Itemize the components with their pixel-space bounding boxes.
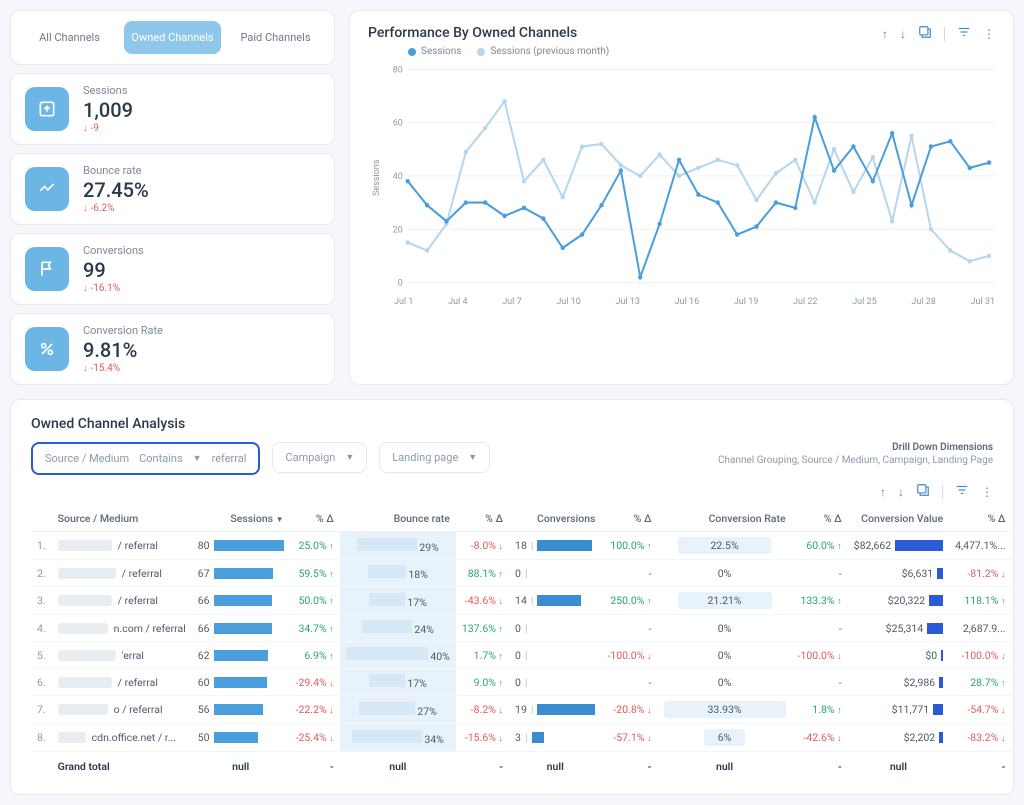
kpi-value: 99: [83, 258, 144, 282]
filter-campaign[interactable]: Campaign ▼: [272, 442, 367, 473]
table-row[interactable]: 6. / referral 60 -29.4% ↓ 17% 9.0% ↑ 0| …: [31, 669, 1012, 696]
col-header[interactable]: % Δ: [792, 506, 848, 532]
sort-asc-icon[interactable]: ↑: [880, 485, 886, 499]
kpi-card[interactable]: Sessions 1,009 ↓-9: [10, 73, 335, 145]
drilldown-info: Drill Down Dimensions Channel Grouping, …: [718, 442, 993, 466]
col-header[interactable]: Conversion Rate: [658, 506, 792, 532]
export-icon[interactable]: [916, 483, 930, 500]
table-row[interactable]: 3. / referral 66 50.0% ↑ 17% -43.6% ↓ 14…: [31, 587, 1012, 615]
chart-title: Performance By Owned Channels: [368, 25, 577, 41]
kpi-delta: ↓-6.2%: [83, 203, 149, 214]
chart-actions: ↑ ↓ ⋮: [882, 25, 995, 42]
line-chart: 0 20 40 60 80: [382, 63, 995, 293]
filter-icon[interactable]: [955, 483, 969, 500]
total-row: Grand totalnull-null-null-null-null-: [31, 752, 1012, 779]
col-header[interactable]: % Δ: [949, 506, 1011, 532]
y-axis-label: Sessions: [368, 63, 382, 293]
table-row[interactable]: 8. cdn.office.net / r... 50 -25.4% ↓ 34%…: [31, 724, 1012, 752]
svg-text:0: 0: [398, 278, 403, 288]
sort-asc-icon[interactable]: ↑: [882, 27, 888, 41]
kpi-label: Bounce rate: [83, 164, 149, 177]
chevron-down-icon: ▼: [345, 452, 354, 463]
more-icon[interactable]: ⋮: [981, 485, 993, 499]
kpi-card[interactable]: Conversions 99 ↓-16.1%: [10, 233, 335, 305]
chevron-down-icon: ▼: [193, 453, 202, 464]
sort-desc-icon[interactable]: ↓: [900, 27, 906, 41]
table-row[interactable]: 1. / referral 80 25.0% ↑ 29% -8.0% ↓ 18|…: [31, 532, 1012, 560]
flag-icon: [25, 247, 69, 291]
export-icon[interactable]: [918, 25, 932, 42]
col-header[interactable]: Conversion Value: [848, 506, 949, 532]
col-header[interactable]: % Δ: [601, 506, 657, 532]
sessions-icon: [25, 87, 69, 131]
filter-source-medium[interactable]: Source / Medium Contains ▼ referral: [31, 442, 260, 475]
col-header[interactable]: Source / Medium: [52, 506, 192, 532]
kpi-card[interactable]: Bounce rate 27.45% ↓-6.2%: [10, 153, 335, 225]
table-row[interactable]: 7. o / referral 56 -22.2% ↓ 27% -8.2% ↓ …: [31, 696, 1012, 724]
chart-legend: Sessions Sessions (previous month): [408, 46, 995, 57]
kpi-delta: ↓-15.4%: [83, 363, 163, 374]
kpi-label: Sessions: [83, 84, 133, 97]
col-header[interactable]: Conversions: [509, 506, 601, 532]
percent-icon: [25, 327, 69, 371]
performance-chart-card: Performance By Owned Channels ↑ ↓ ⋮ Sess…: [349, 10, 1014, 385]
sort-desc-icon[interactable]: ↓: [898, 485, 904, 499]
analysis-table: Source / MediumSessions ▼% ΔBounce rate%…: [31, 506, 1012, 778]
kpi-label: Conversions: [83, 244, 144, 257]
channel-tabs: All Channels Owned Channels Paid Channel…: [10, 10, 335, 65]
more-icon[interactable]: ⋮: [983, 27, 995, 41]
kpi-value: 1,009: [83, 98, 133, 122]
tab-all-channels[interactable]: All Channels: [21, 21, 118, 54]
svg-text:40: 40: [393, 172, 403, 182]
table-row[interactable]: 5. 'erral 62 6.9% ↑ 40% 1.7% ↑ 0| -100.0…: [31, 642, 1012, 669]
kpi-label: Conversion Rate: [83, 324, 163, 337]
kpi-delta: ↓-9: [83, 123, 133, 134]
col-header[interactable]: Bounce rate: [340, 506, 456, 532]
tab-paid-channels[interactable]: Paid Channels: [227, 21, 324, 54]
col-header[interactable]: % Δ: [290, 506, 340, 532]
table-actions: ↑ ↓ ⋮: [31, 483, 993, 500]
kpi-value: 9.81%: [83, 338, 163, 362]
table-row[interactable]: 4. n.com / referral 66 34.7% ↑ 24% 137.6…: [31, 615, 1012, 642]
col-header[interactable]: % Δ: [456, 506, 509, 532]
chevron-down-icon: ▼: [468, 452, 477, 463]
table-row[interactable]: 2. / referral 67 59.5% ↑ 18% 88.1% ↑ 0| …: [31, 560, 1012, 587]
col-header[interactable]: Sessions ▼: [192, 506, 290, 532]
x-axis-labels: Jul 1Jul 4Jul 7Jul 10Jul 13Jul 16Jul 19J…: [394, 297, 995, 307]
kpi-delta: ↓-16.1%: [83, 283, 144, 294]
svg-text:60: 60: [393, 119, 403, 129]
kpi-card[interactable]: Conversion Rate 9.81% ↓-15.4%: [10, 313, 335, 385]
tab-owned-channels[interactable]: Owned Channels: [124, 21, 221, 54]
filter-landing-page[interactable]: Landing page ▼: [379, 442, 490, 473]
filter-icon[interactable]: [957, 25, 971, 42]
analysis-title: Owned Channel Analysis: [31, 416, 993, 432]
kpi-value: 27.45%: [83, 178, 149, 202]
svg-text:20: 20: [393, 225, 403, 235]
svg-text:80: 80: [393, 65, 403, 75]
owned-channel-analysis: Owned Channel Analysis Source / Medium C…: [10, 399, 1014, 795]
bounce-icon: [25, 167, 69, 211]
